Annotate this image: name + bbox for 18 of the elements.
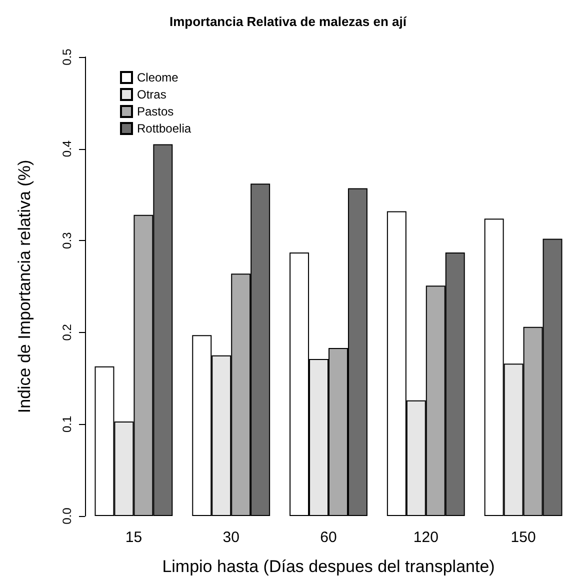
y-axis-title: Indice de Importancia relativa (%) (15, 160, 34, 414)
legend-label: Pastos (137, 104, 174, 118)
x-tick-label: 60 (320, 529, 337, 546)
x-tick-label: 120 (413, 529, 438, 546)
legend-label: Rottboelia (137, 122, 192, 136)
y-tick-label: 0.2 (60, 324, 74, 341)
y-tick-label: 0.0 (60, 507, 74, 524)
legend-label: Cleome (137, 70, 179, 84)
chart-title: Importancia Relativa de malezas en ají (170, 14, 407, 29)
y-tick-label: 0.4 (60, 140, 74, 158)
legend-label: Otras (137, 88, 166, 102)
y-tick-label: 0.3 (60, 232, 74, 249)
y-tick-label: 0.1 (60, 416, 74, 433)
x-axis-title: Limpio hasta (Días despues del transplante) (162, 557, 495, 576)
y-tick-label: 0.5 (60, 48, 74, 66)
x-tick-label: 15 (125, 529, 142, 546)
x-tick-label: 30 (222, 529, 240, 546)
x-tick-label: 150 (510, 529, 536, 546)
